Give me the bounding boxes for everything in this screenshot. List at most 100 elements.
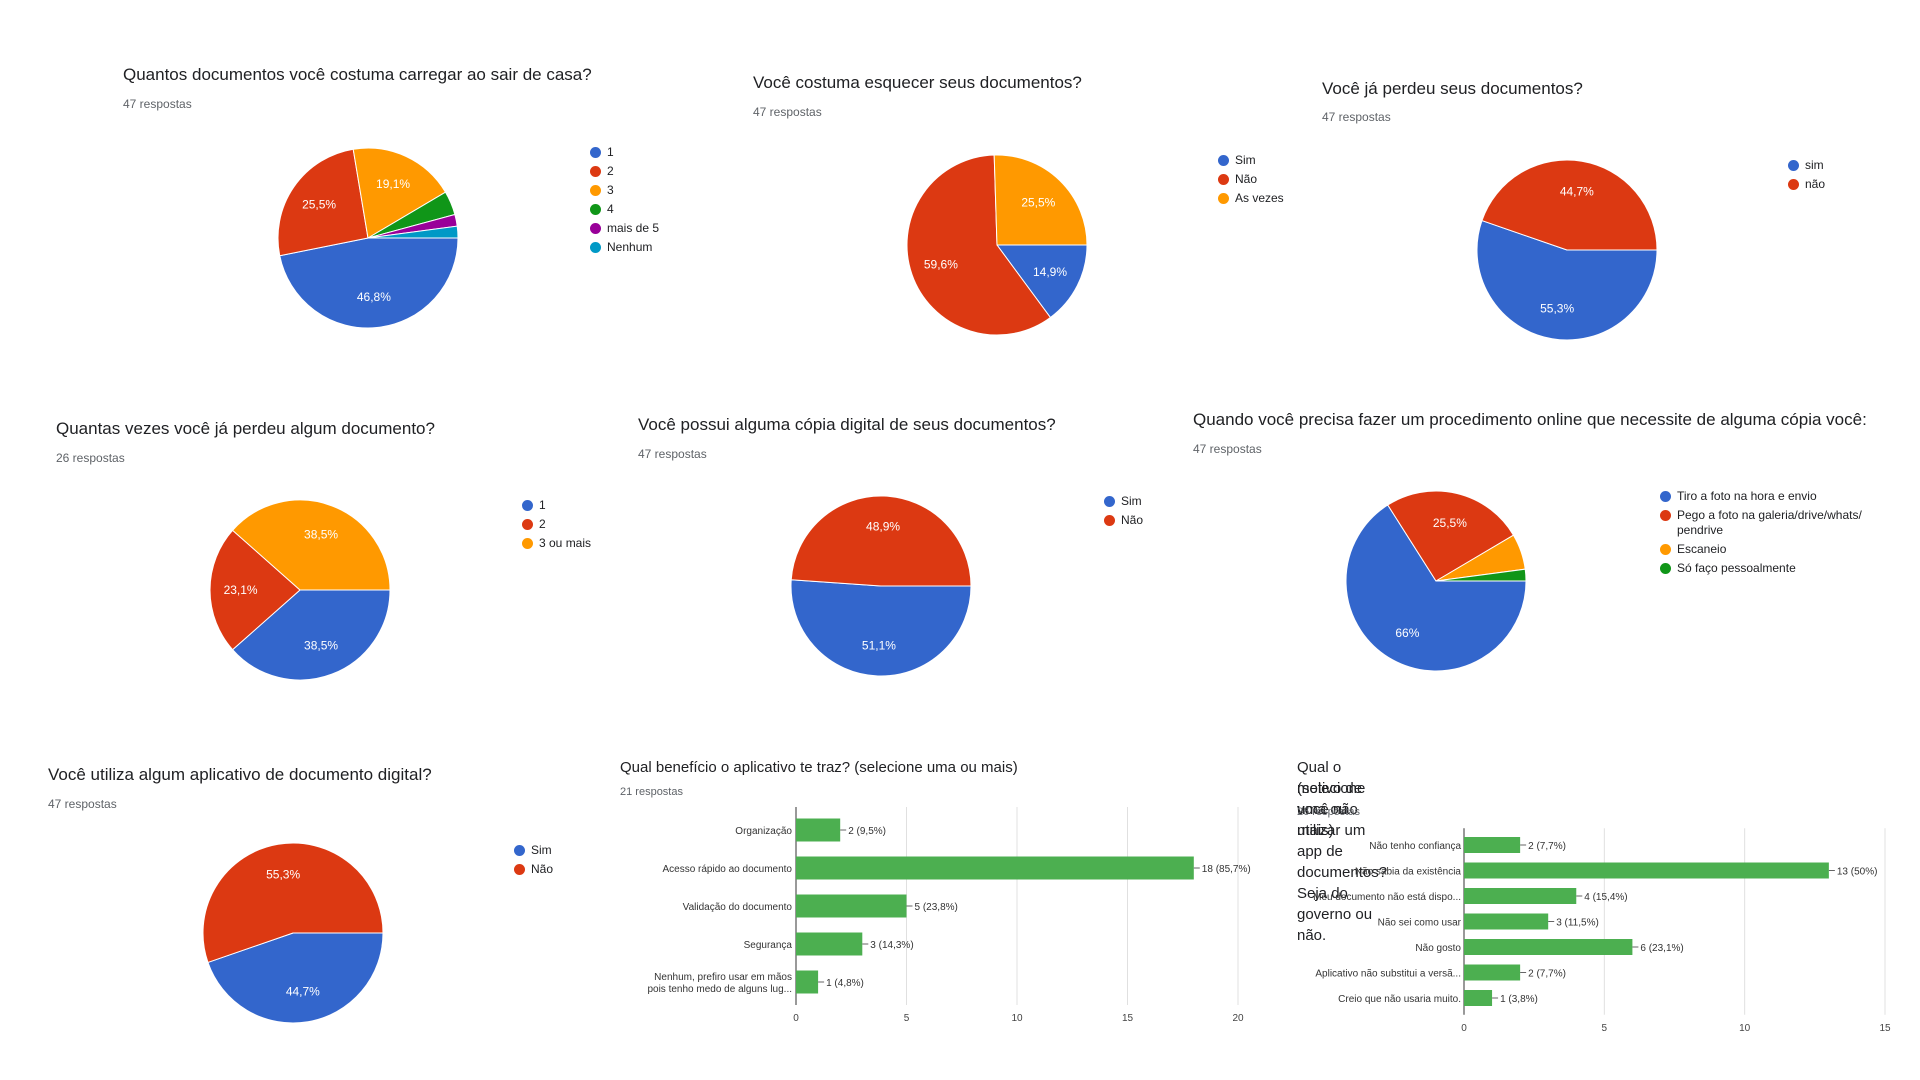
category-label: pois tenho medo de alguns lug... [647,984,792,995]
x-tick-label: 10 [1739,1023,1751,1034]
legend-swatch [1660,510,1671,521]
legend-item: sim [1788,158,1888,173]
x-tick-label: 15 [1879,1023,1891,1034]
chart-title: Quando você precisa fazer um procediment… [1193,410,1867,429]
category-label: Meu documento não está dispo... [1313,892,1461,903]
bar [1464,862,1829,879]
slice-data-label: 38,5% [304,639,338,653]
pie-chart-q3: 55,3% 44,7% [1476,159,1658,341]
pie-slice-sim [790,579,972,677]
slice-data-label: 25,5% [1021,195,1055,209]
legend-swatch [590,166,601,177]
legend-label: Nenhum [607,240,653,254]
slice-data-label: 59,6% [924,257,958,271]
slice-data-label: 19,1% [376,177,410,191]
slice-data-label: 44,7% [286,985,320,999]
pie-slice-2 [209,529,301,651]
legend-swatch [1660,491,1671,502]
legend-swatch [1788,160,1799,171]
legend-q4: 1 2 3 ou mais [522,498,642,555]
chart-title: Você costuma esquecer seus documentos? [753,73,1082,92]
chart-title: Você já perdeu seus documentos? [1322,79,1583,98]
legend-item: Sim [514,843,614,858]
response-count: 47 respostas [638,447,707,461]
legend-swatch [590,223,601,234]
category-label: Validação do documento [683,902,793,913]
legend-item: Escaneio [1660,542,1875,557]
pie-slice-tiro-a-foto-na-hora-e-envio [1345,504,1527,672]
pie-slice-3 [352,147,447,239]
legend-label: 1 [607,145,614,159]
pie-slice-sim [207,932,384,1024]
legend-item: não [1788,177,1888,192]
category-label: Não gosto [1415,943,1461,954]
legend-label: 2 [539,517,546,531]
pie-slice-1 [231,589,391,681]
legend-label: sim [1805,158,1824,172]
response-count: 47 respostas [753,105,822,119]
legend-swatch [522,500,533,511]
legend-label: Sim [531,843,552,857]
bar-data-label: 18 (85,7%) [1202,864,1251,875]
pie-chart-q1: 46,8% 25,5% 19,1% [277,147,459,329]
legend-swatch [1788,179,1799,190]
x-tick-label: 10 [1011,1013,1023,1024]
legend-swatch [590,242,601,253]
pie-slice-n-o [202,842,384,964]
legend-q5: Sim Não [1104,494,1204,532]
legend-item: Não [1104,513,1204,528]
bar-data-label: 3 (14,3%) [870,940,913,951]
legend-item: Nenhum [590,240,750,255]
category-label: Não tenho confiança [1369,841,1461,852]
response-count: 21 respostas [620,786,683,798]
category-label: Acesso rápido ao documento [662,864,792,875]
bar [796,894,907,918]
slice-data-label: 25,5% [1433,516,1467,530]
bar [1464,990,1493,1006]
legend-label: As vezes [1235,191,1284,205]
pie-slice-1 [279,237,459,329]
chart-title: Qual benefício o aplicativo te traz? (se… [620,759,1018,776]
slice-data-label: 46,8% [357,290,391,304]
pie-slice-3-ou-mais [231,499,391,591]
legend-label: 3 [607,183,614,197]
legend-item: Não [514,862,614,877]
legend-q6: Tiro a foto na hora e envio Pego a foto n… [1660,489,1875,580]
legend-swatch [514,864,525,875]
bar-data-label: 13 (50%) [1837,867,1878,878]
legend-item: Só faço pessoalmente [1660,561,1875,576]
legend-item: mais de 5 [590,221,750,236]
legend-label: Pego a foto na galeria/drive/whats/ pend… [1677,508,1862,537]
legend-label: Sim [1235,153,1256,167]
bar-data-label: 1 (3,8%) [1500,994,1538,1005]
pie-slice-sim [996,244,1088,319]
pie-slice-nenhum [367,225,459,239]
legend-swatch [1104,515,1115,526]
category-label: Aplicativo não substitui a versã... [1315,969,1461,980]
x-tick-label: 20 [1232,1013,1244,1024]
response-count: 47 respostas [48,797,117,811]
legend-label: Não [1121,513,1144,527]
pie-slice-n-o [790,495,972,587]
legend-label: 2 [607,164,614,178]
response-count: 47 respostas [1193,442,1262,456]
pie-chart-q6: 66% 25,5% [1345,490,1527,672]
slice-data-label: 55,3% [266,867,300,881]
legend-swatch [1660,544,1671,555]
bar-chart-q8: 0 5 10 15 20 2 (9,5%) Organização 18 (85,7%) Ace… [647,807,1251,1024]
bar-data-label: 4 (15,4%) [1584,892,1627,903]
legend-label: 4 [607,202,614,216]
category-label: Nenhum, prefiro usar em mãos [654,972,792,983]
legend-swatch [514,845,525,856]
legend-q3: sim não [1788,158,1888,196]
legend-swatch [1104,496,1115,507]
legend-item: 1 [590,145,750,160]
legend-swatch [590,147,601,158]
legend-item: 2 [590,164,750,179]
legend-label: 1 [539,498,546,512]
x-tick-label: 5 [904,1013,910,1024]
x-tick-label: 5 [1602,1023,1608,1034]
pie-chart-q5: 51,1% 48,9% [790,495,972,677]
pie-chart-q7: 44,7% 55,3% [202,842,384,1024]
